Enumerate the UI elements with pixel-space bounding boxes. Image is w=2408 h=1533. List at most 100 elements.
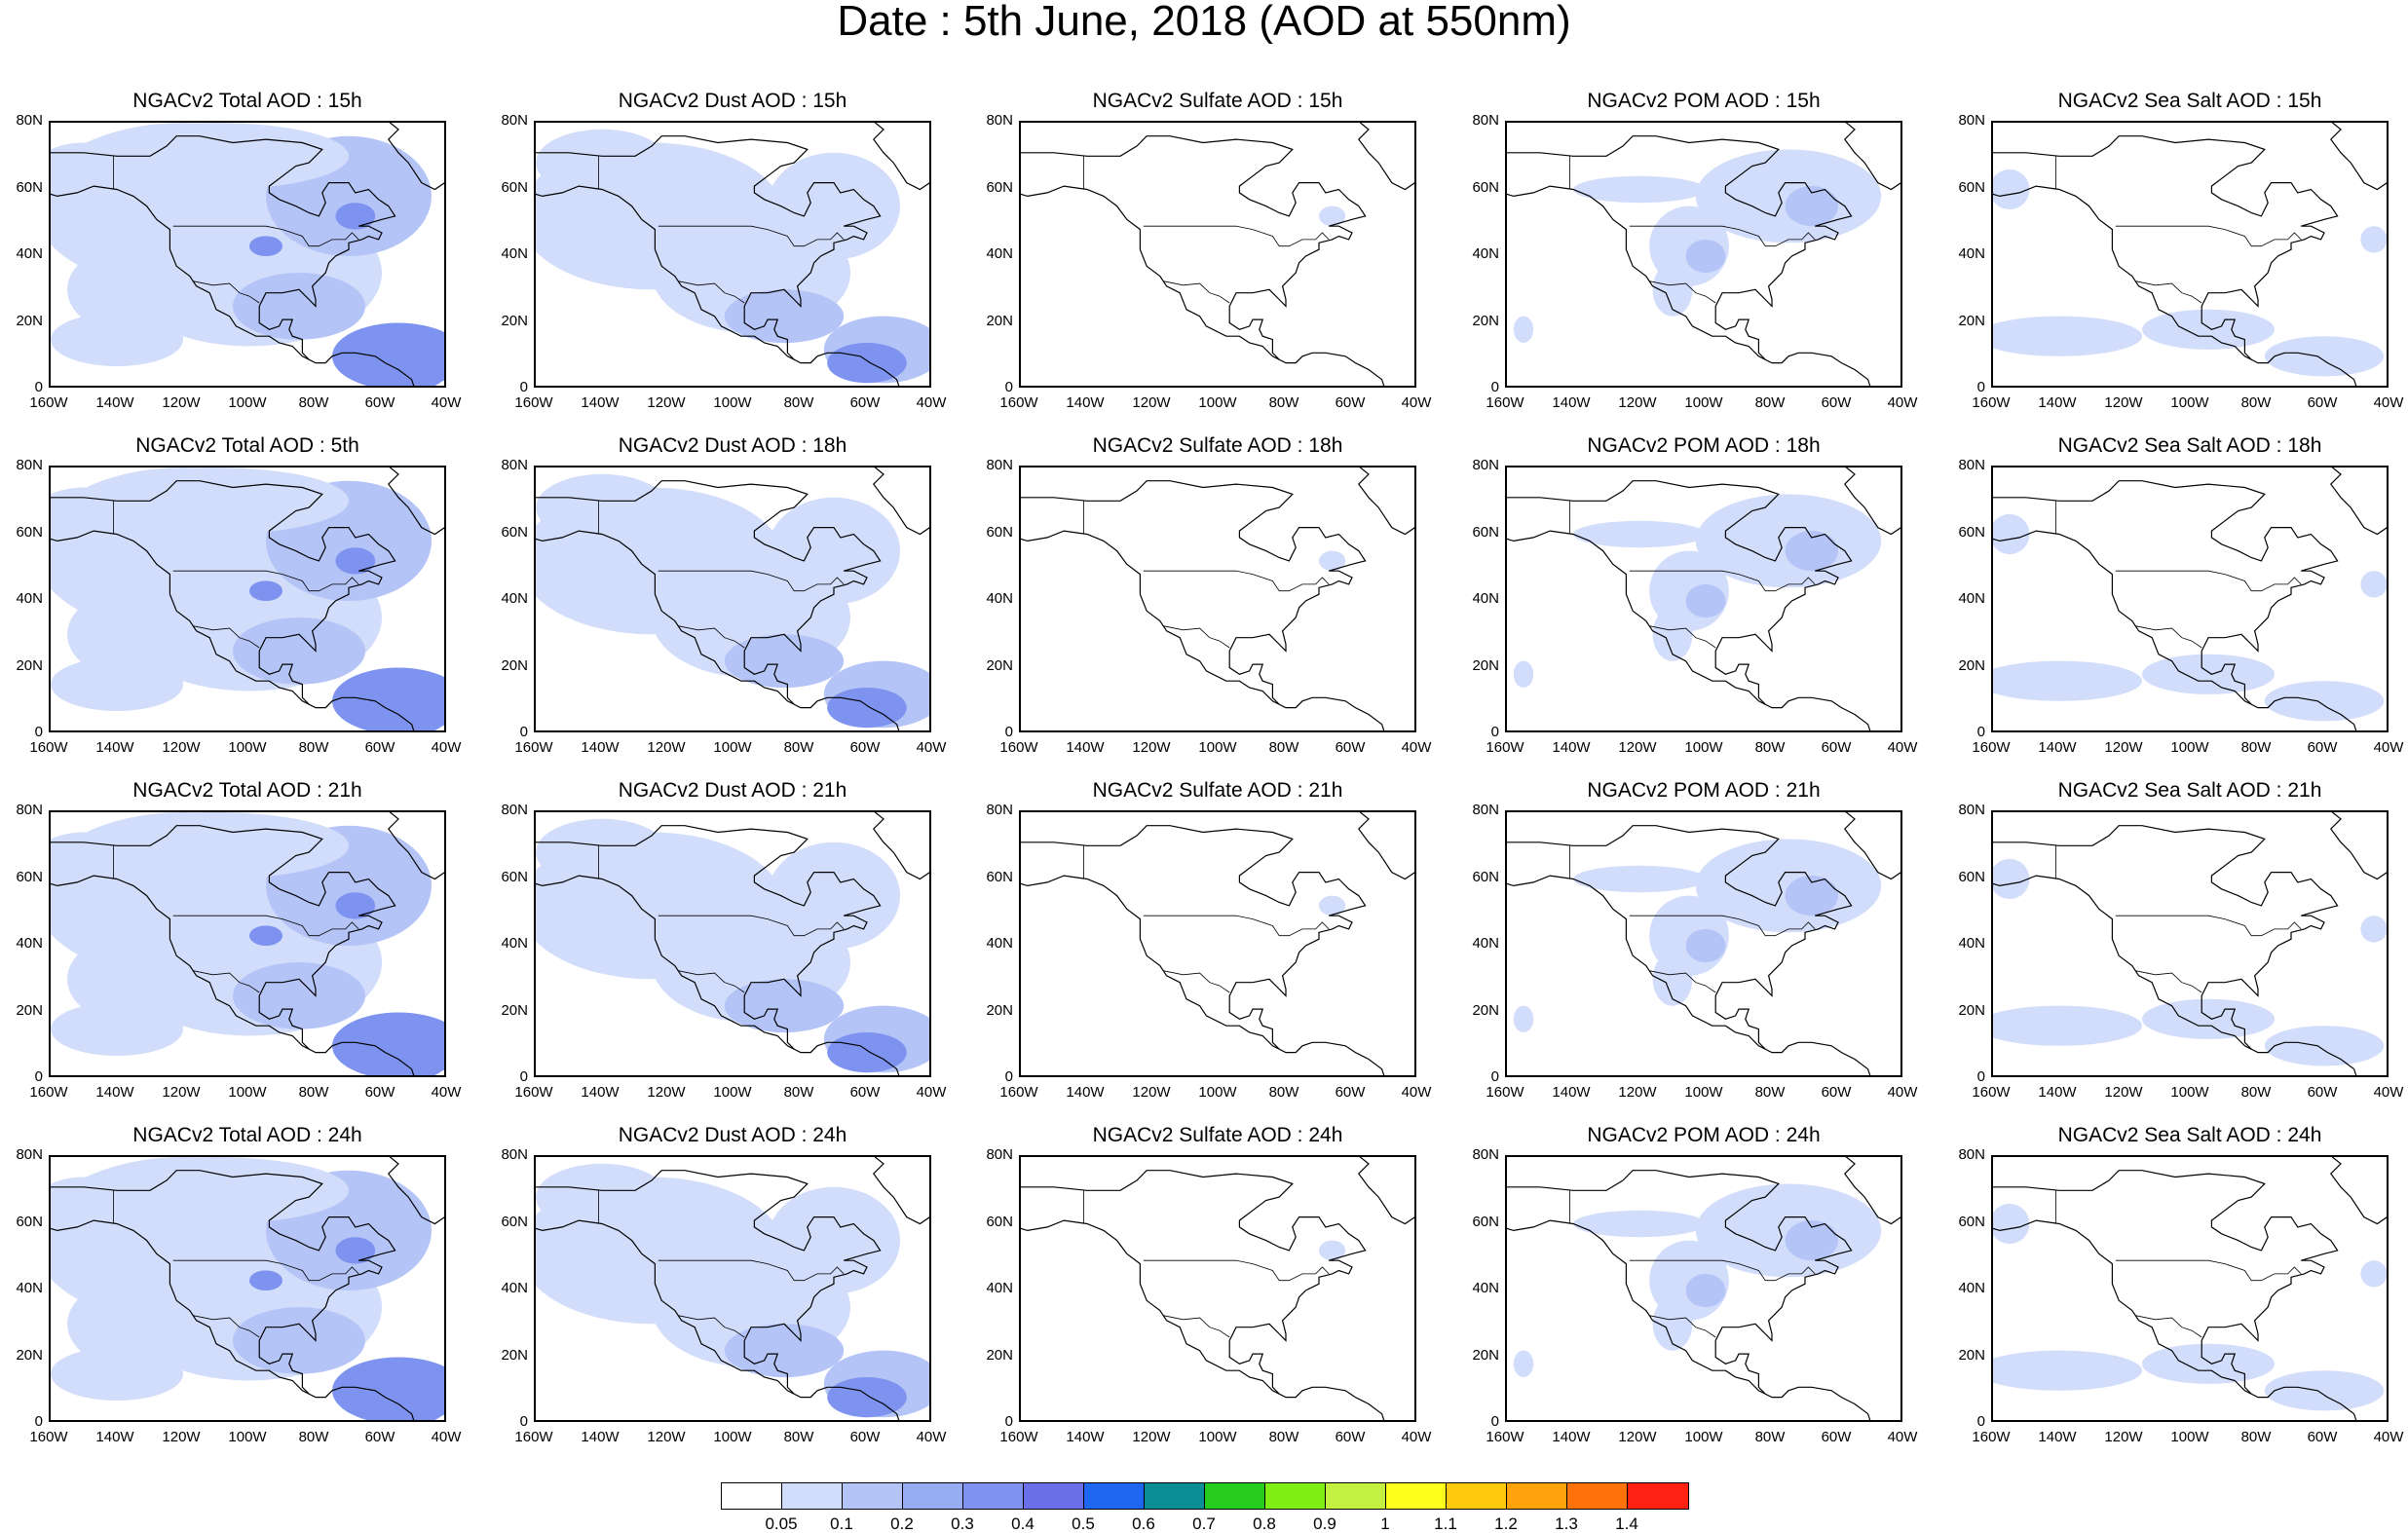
y-tick-label: 60N [986, 523, 1013, 541]
y-tick-label: 0 [34, 724, 43, 740]
aod-field-region [233, 617, 365, 685]
coastline [51, 875, 415, 1075]
aod-field-region [1695, 149, 1882, 243]
greenland-coastline [873, 123, 929, 191]
y-tick-label: 0 [34, 1068, 43, 1085]
aod-field-region [249, 925, 282, 946]
x-tick-label: 100W [228, 739, 267, 756]
panel-title-dust-row1: NGACv2 Dust AOD : 15h [618, 90, 847, 112]
x-tick-label: 120W [1618, 1429, 1657, 1445]
aod-field-region [249, 236, 282, 256]
y-tick-label: 0 [519, 724, 528, 740]
x-tick-label: 100W [713, 739, 752, 756]
aod-field-region [84, 123, 349, 190]
y-tick-label: 60N [1958, 178, 1985, 196]
aod-field-region [827, 688, 907, 729]
y-tick-label: 80N [986, 457, 1013, 473]
y-tick-label: 20N [501, 656, 528, 674]
panel-title-sulfate-row2: NGACv2 Sulfate AOD : 18h [1092, 434, 1343, 457]
y-tick-label: 60N [1472, 1213, 1499, 1230]
x-tick-label: 120W [1618, 1084, 1657, 1101]
coastline [1021, 825, 1367, 1050]
aod-field-region [1785, 531, 1838, 572]
y-tick-label: 20N [986, 1346, 1013, 1364]
aod-field-region [1993, 660, 2142, 701]
aod-field-region [1993, 1350, 2142, 1391]
coastline [1993, 1170, 2339, 1395]
map-canvas [1021, 467, 1414, 730]
aod-field-region [1695, 494, 1882, 588]
national-border [1649, 625, 1716, 649]
x-tick-label: 40W [1401, 739, 1432, 756]
coastline [1993, 530, 2357, 730]
y-tick-label: 20N [1472, 1001, 1499, 1019]
x-tick-label: 40W [1887, 394, 1918, 411]
colorbar-swatch [1567, 1483, 1628, 1509]
aod-field-region [2142, 309, 2275, 350]
y-tick-label: 80N [1472, 457, 1499, 473]
aod-field-region [2360, 571, 2387, 598]
coastline [1993, 1219, 2357, 1420]
aod-field-region [2360, 1260, 2387, 1288]
x-tick-label: 60W [849, 1084, 881, 1101]
y-tick-label: 0 [1976, 724, 1985, 740]
aod-field-region [1652, 952, 1693, 1006]
greenland-coastline [2330, 1157, 2387, 1225]
x-tick-label: 40W [916, 394, 947, 411]
x-tick-label: 80W [298, 1429, 329, 1445]
colorbar-label: 0.8 [1253, 1514, 1276, 1533]
coastline [51, 1219, 415, 1420]
aod-field-region [1319, 550, 1346, 572]
x-tick-label: 40W [1401, 1429, 1432, 1445]
aod-field-region [827, 1377, 907, 1418]
national-border [1143, 225, 1330, 247]
x-tick-label: 120W [162, 739, 201, 756]
colorbar-swatch [1326, 1483, 1386, 1509]
x-tick-label: 120W [2104, 1084, 2143, 1101]
coastline [1993, 825, 2339, 1050]
aod-field-region [1785, 186, 1838, 227]
map-canvas [51, 812, 444, 1075]
map-panel-dust-row2 [534, 466, 931, 732]
y-tick-label: 0 [1976, 1413, 1985, 1430]
y-tick-label: 60N [986, 178, 1013, 196]
aod-field-region [1685, 239, 1726, 274]
y-tick-label: 0 [34, 379, 43, 395]
y-tick-label: 40N [501, 935, 528, 952]
map-canvas [1993, 812, 2387, 1075]
aod-field-region [1785, 876, 1838, 916]
colorbar-label: 0.9 [1313, 1514, 1336, 1533]
x-tick-label: 160W [29, 1429, 68, 1445]
panel-title-sulfate-row4: NGACv2 Sulfate AOD : 24h [1092, 1124, 1343, 1146]
x-tick-label: 140W [1066, 394, 1105, 411]
map-canvas [1021, 123, 1414, 386]
y-tick-label: 0 [519, 379, 528, 395]
aod-field-region [2264, 1026, 2385, 1066]
y-tick-label: 80N [16, 1146, 43, 1163]
x-tick-label: 80W [298, 739, 329, 756]
x-tick-label: 60W [1335, 1084, 1366, 1101]
x-tick-label: 140W [1066, 739, 1105, 756]
y-tick-label: 0 [519, 1068, 528, 1085]
map-canvas [51, 467, 444, 730]
aod-field-region [724, 634, 845, 689]
national-border [2135, 970, 2202, 993]
y-tick-label: 80N [1472, 112, 1499, 129]
y-tick-label: 20N [1958, 312, 1985, 329]
panel-title-sulfate-row1: NGACv2 Sulfate AOD : 15h [1092, 90, 1343, 112]
y-tick-label: 20N [1472, 656, 1499, 674]
greenland-coastline [2330, 812, 2387, 880]
x-tick-label: 40W [1401, 394, 1432, 411]
x-tick-label: 60W [1821, 394, 1852, 411]
colorbar-label: 0.05 [765, 1514, 798, 1533]
y-tick-label: 60N [1472, 868, 1499, 885]
x-tick-label: 100W [713, 394, 752, 411]
aod-field-region [51, 1347, 183, 1401]
panel-title-sulfate-row3: NGACv2 Sulfate AOD : 21h [1092, 779, 1343, 802]
y-tick-label: 0 [1004, 1068, 1013, 1085]
map-canvas [1507, 123, 1900, 386]
x-tick-label: 80W [1268, 1429, 1299, 1445]
national-border [658, 570, 845, 592]
x-tick-label: 80W [1754, 394, 1786, 411]
map-canvas [536, 123, 929, 386]
